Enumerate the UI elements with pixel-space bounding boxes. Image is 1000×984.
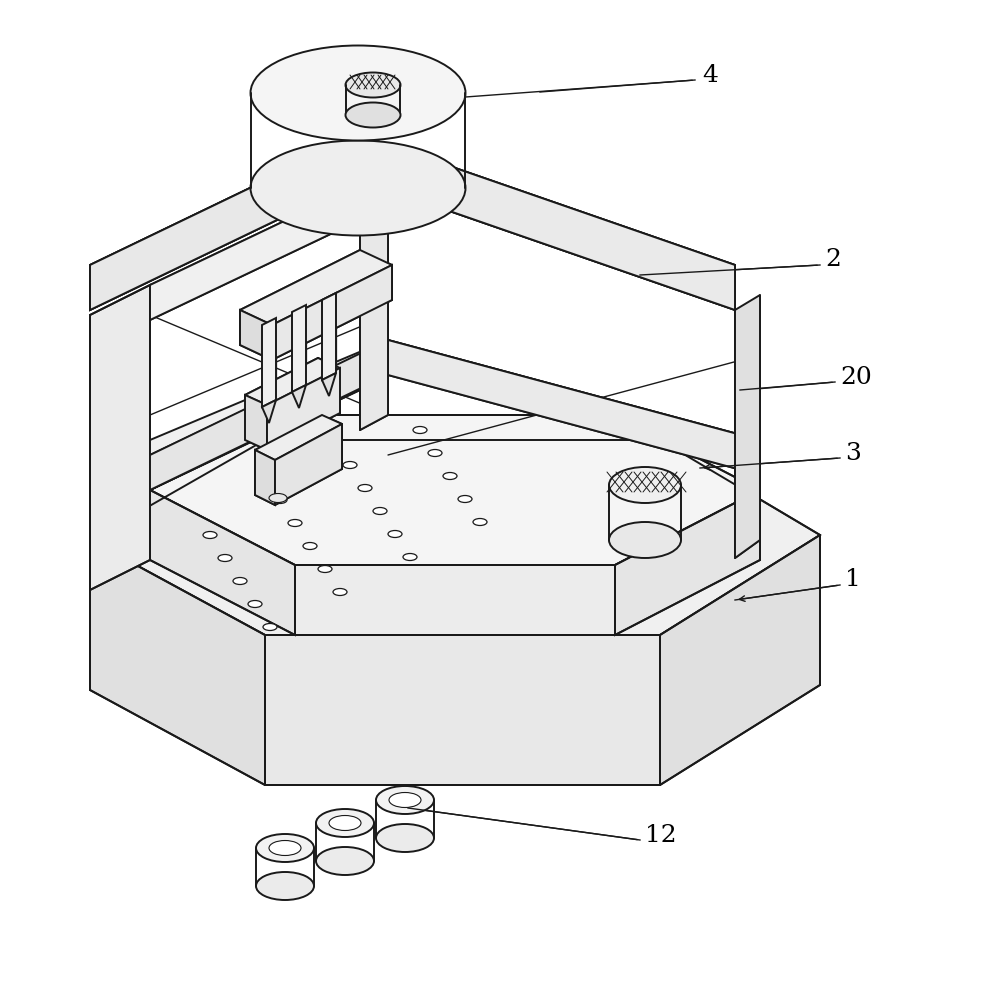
Polygon shape <box>245 358 340 405</box>
Text: 12: 12 <box>645 824 677 846</box>
Ellipse shape <box>333 588 347 595</box>
Polygon shape <box>90 135 360 310</box>
Polygon shape <box>150 415 760 565</box>
Ellipse shape <box>303 542 317 549</box>
Polygon shape <box>735 295 760 558</box>
Polygon shape <box>150 490 295 635</box>
Polygon shape <box>90 135 735 310</box>
Ellipse shape <box>389 792 421 808</box>
Polygon shape <box>265 635 660 785</box>
Polygon shape <box>267 368 340 450</box>
Ellipse shape <box>473 519 487 525</box>
Text: 2: 2 <box>825 249 841 272</box>
Text: 20: 20 <box>840 366 872 390</box>
Ellipse shape <box>376 824 434 852</box>
Polygon shape <box>150 340 388 490</box>
Ellipse shape <box>218 555 232 562</box>
Ellipse shape <box>329 816 361 830</box>
Polygon shape <box>90 540 265 785</box>
Ellipse shape <box>256 872 314 900</box>
Polygon shape <box>615 490 760 635</box>
Ellipse shape <box>346 102 400 128</box>
Ellipse shape <box>263 624 277 631</box>
Ellipse shape <box>250 45 466 141</box>
Text: 4: 4 <box>702 64 718 87</box>
Polygon shape <box>150 340 760 455</box>
Polygon shape <box>262 400 276 423</box>
Ellipse shape <box>269 494 287 503</box>
Ellipse shape <box>233 578 247 584</box>
Polygon shape <box>660 535 820 785</box>
Polygon shape <box>292 385 306 408</box>
Ellipse shape <box>388 530 402 537</box>
Ellipse shape <box>609 467 681 503</box>
Polygon shape <box>90 440 820 635</box>
Polygon shape <box>150 185 360 320</box>
Polygon shape <box>272 265 392 360</box>
Ellipse shape <box>373 508 387 515</box>
Polygon shape <box>255 450 275 505</box>
Polygon shape <box>255 415 342 460</box>
Polygon shape <box>388 340 760 475</box>
Ellipse shape <box>458 496 472 503</box>
Polygon shape <box>275 424 342 505</box>
Polygon shape <box>240 310 272 360</box>
Polygon shape <box>262 318 276 407</box>
Ellipse shape <box>376 786 434 814</box>
Polygon shape <box>240 250 392 325</box>
Text: 1: 1 <box>845 569 861 591</box>
Ellipse shape <box>318 566 332 573</box>
Polygon shape <box>322 293 336 380</box>
Ellipse shape <box>346 73 400 97</box>
Ellipse shape <box>256 834 314 862</box>
Ellipse shape <box>428 450 442 457</box>
Ellipse shape <box>316 847 374 875</box>
Ellipse shape <box>269 840 301 855</box>
Ellipse shape <box>343 461 357 468</box>
Ellipse shape <box>443 472 457 479</box>
Polygon shape <box>90 285 150 590</box>
Ellipse shape <box>609 522 681 558</box>
Ellipse shape <box>203 531 217 538</box>
Polygon shape <box>292 305 306 392</box>
Ellipse shape <box>358 484 372 491</box>
Polygon shape <box>360 135 735 310</box>
Ellipse shape <box>316 809 374 837</box>
Ellipse shape <box>288 520 302 526</box>
Ellipse shape <box>403 553 417 561</box>
Polygon shape <box>322 373 336 396</box>
Polygon shape <box>360 166 388 430</box>
Ellipse shape <box>248 600 262 607</box>
Polygon shape <box>150 355 360 490</box>
Ellipse shape <box>250 141 466 235</box>
Polygon shape <box>295 565 615 635</box>
Polygon shape <box>245 395 267 450</box>
Ellipse shape <box>413 426 427 434</box>
Text: 3: 3 <box>845 442 861 464</box>
Ellipse shape <box>273 497 287 504</box>
